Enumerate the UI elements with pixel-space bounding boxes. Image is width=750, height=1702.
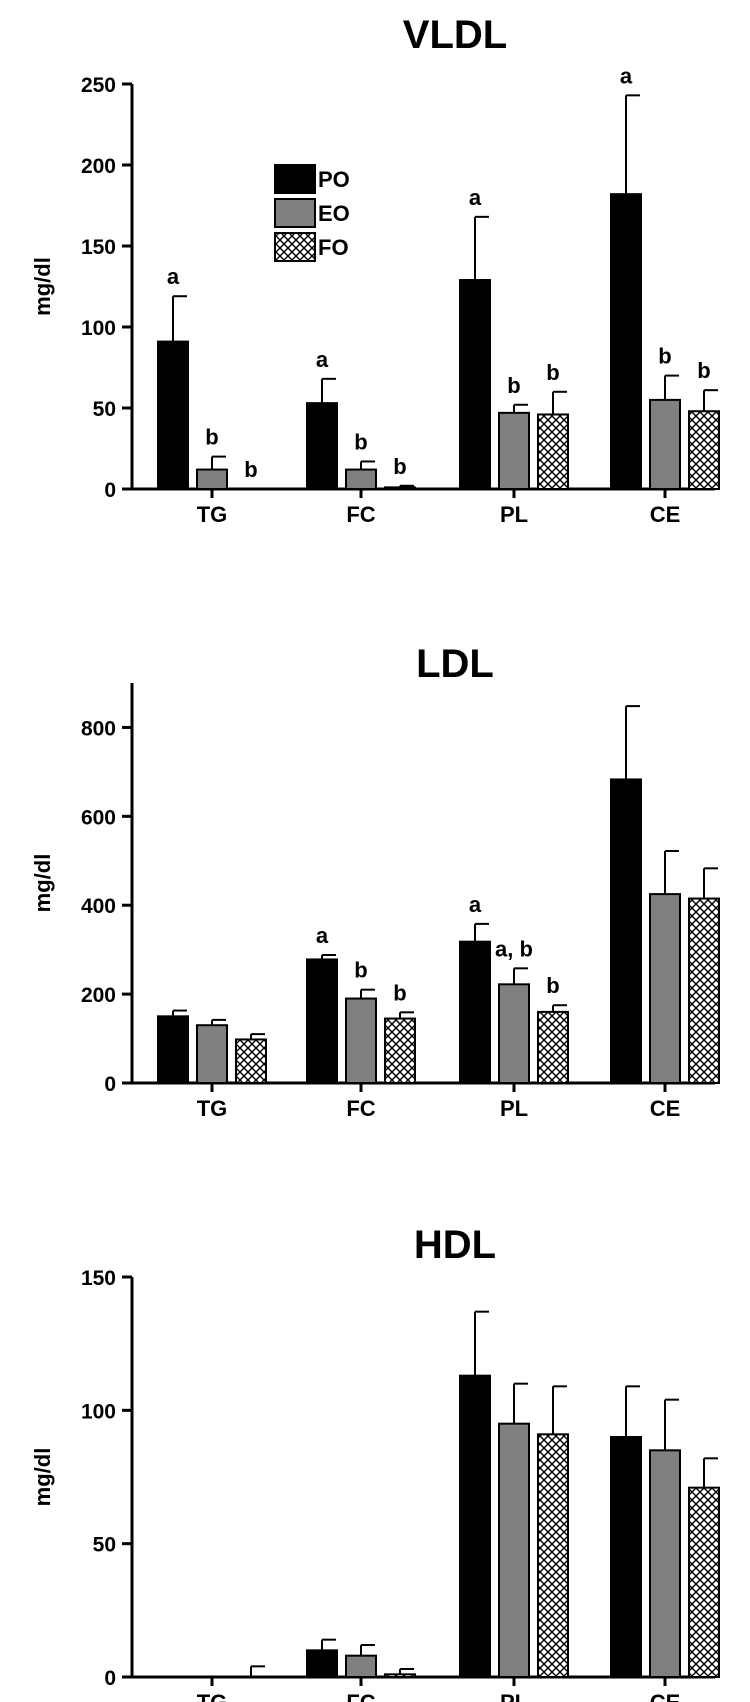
bar-po-pl xyxy=(459,1374,491,1678)
y-axis-label: mg/dl xyxy=(30,854,55,913)
significance-label: a xyxy=(469,892,482,917)
x-tick-label: TG xyxy=(197,1690,228,1702)
y-tick-label: 400 xyxy=(81,895,116,918)
bar-fo-ce xyxy=(688,410,720,490)
y-tick-label: 200 xyxy=(81,984,116,1007)
bar-fo-pl xyxy=(537,1433,569,1679)
significance-label: a xyxy=(469,185,482,210)
bar-eo-pl xyxy=(498,1422,530,1678)
chart-panel-hdl: HDL mg/dl 0 50 100 150 TG FC PL CE xyxy=(30,1223,720,1702)
bar-po-tg xyxy=(157,1015,189,1084)
significance-label: b xyxy=(354,958,367,983)
x-tick-label: CE xyxy=(650,502,681,527)
bar-fo-tg xyxy=(235,1038,267,1085)
y-tick-label: 800 xyxy=(81,717,116,740)
significance-label: b xyxy=(546,360,559,385)
legend-label-fo: FO xyxy=(318,235,349,260)
bar-po-fc xyxy=(306,402,338,491)
significance-label: a xyxy=(316,347,329,372)
y-tick-label: 50 xyxy=(93,1534,116,1557)
bar-eo-pl xyxy=(498,983,530,1084)
y-tick-label: 50 xyxy=(93,398,116,421)
x-tick-label: CE xyxy=(650,1096,681,1121)
y-tick-label: 250 xyxy=(81,74,116,97)
y-tick-label: 100 xyxy=(81,317,116,340)
significance-label: b xyxy=(393,454,406,479)
significance-label: a xyxy=(167,264,180,289)
y-axis-label: mg/dl xyxy=(30,257,55,316)
x-tick-label: TG xyxy=(197,1096,228,1121)
bar-eo-tg xyxy=(196,468,228,490)
bar-fo-fc xyxy=(384,486,416,491)
chart-title: HDL xyxy=(414,1223,496,1267)
legend-swatch-fo xyxy=(274,232,316,262)
bar-fo-fc xyxy=(384,1673,416,1679)
bar-po-ce xyxy=(610,1436,642,1678)
x-tick-label: FC xyxy=(346,502,375,527)
legend-label-po: PO xyxy=(318,167,350,192)
y-tick-label: 200 xyxy=(81,155,116,178)
x-tick-label: CE xyxy=(650,1690,681,1702)
significance-label: b xyxy=(546,973,559,998)
legend-swatch-po xyxy=(274,164,316,194)
chart-legend: PO EO FO xyxy=(274,164,350,262)
x-tick-label: TG xyxy=(197,502,228,527)
significance-label: a xyxy=(316,923,329,948)
y-tick-label: 0 xyxy=(104,1667,116,1690)
bar-fo-fc xyxy=(384,1017,416,1084)
x-tick-label: PL xyxy=(500,1690,528,1702)
bar-eo-fc xyxy=(345,1654,377,1678)
y-tick-label: 600 xyxy=(81,806,116,829)
y-tick-label: 150 xyxy=(81,1267,116,1290)
significance-label: b xyxy=(507,373,520,398)
bar-po-ce xyxy=(610,193,642,490)
legend-label-eo: EO xyxy=(318,201,350,226)
significance-label: b xyxy=(658,344,671,369)
significance-label: b xyxy=(697,358,710,383)
bar-eo-pl xyxy=(498,411,530,490)
chart-panel-vldl: VLDL mg/dl 0 50 100 150 200 250 TG FC PL CE a a a a b b b b… xyxy=(30,13,720,527)
significance-label: b xyxy=(244,457,257,482)
bar-po-pl xyxy=(459,279,491,490)
significance-label: b xyxy=(393,980,406,1005)
y-axis-label: mg/dl xyxy=(30,1448,55,1507)
x-tick-label: PL xyxy=(500,1096,528,1121)
legend-swatch-eo xyxy=(274,198,316,228)
bar-fo-ce xyxy=(688,897,720,1084)
bar-eo-ce xyxy=(649,1449,681,1679)
y-tick-label: 100 xyxy=(81,1400,116,1423)
chart-title: LDL xyxy=(416,642,494,686)
chart-title: VLDL xyxy=(403,13,507,57)
bar-eo-fc xyxy=(345,468,377,490)
significance-label: b xyxy=(354,429,367,454)
bar-po-ce xyxy=(610,778,642,1084)
bar-eo-tg xyxy=(196,1024,228,1084)
x-tick-label: PL xyxy=(500,502,528,527)
x-tick-label: FC xyxy=(346,1690,375,1702)
bar-po-tg xyxy=(157,340,189,490)
bar-eo-ce xyxy=(649,398,681,490)
significance-label: a, b xyxy=(495,936,533,961)
bar-po-pl xyxy=(459,940,491,1085)
bar-po-fc xyxy=(306,958,338,1085)
y-tick-label: 0 xyxy=(104,1073,116,1096)
bar-fo-pl xyxy=(537,1010,569,1085)
bar-eo-fc xyxy=(345,997,377,1084)
significance-label: b xyxy=(205,425,218,450)
x-tick-label: FC xyxy=(346,1096,375,1121)
y-tick-label: 150 xyxy=(81,236,116,259)
bar-po-fc xyxy=(306,1649,338,1679)
bar-fo-pl xyxy=(537,413,569,491)
y-tick-label: 0 xyxy=(104,479,116,502)
significance-label: a xyxy=(620,63,633,88)
bar-eo-ce xyxy=(649,893,681,1084)
bar-fo-ce xyxy=(688,1486,720,1678)
